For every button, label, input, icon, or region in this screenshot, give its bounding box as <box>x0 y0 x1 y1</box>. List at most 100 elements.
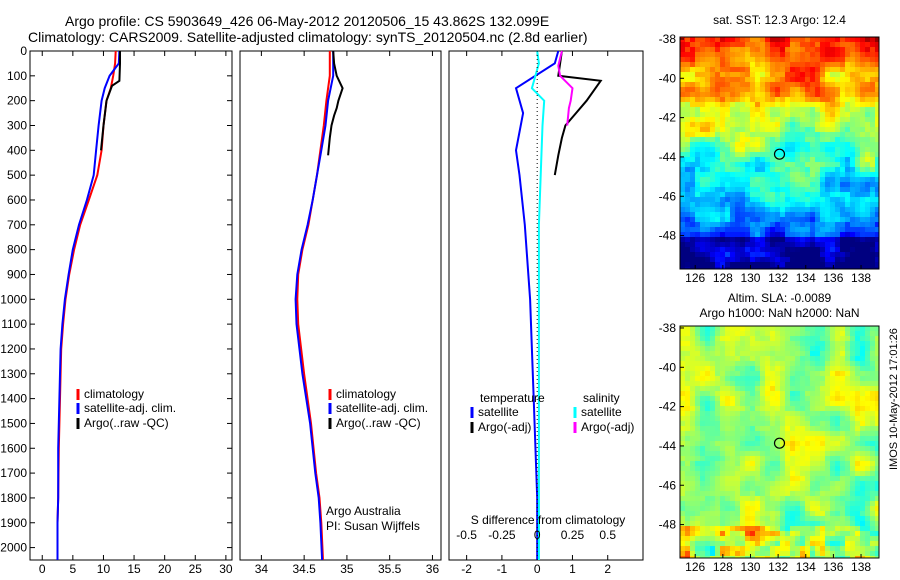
map-sla-cell <box>680 326 686 332</box>
map-sst-cell <box>815 37 821 43</box>
map-sla-xtick-label: 136 <box>823 560 843 574</box>
map-sla-cell <box>745 356 751 362</box>
map-sla-cell <box>685 346 691 352</box>
map-sla-cell <box>680 421 686 427</box>
map-sst-cell <box>795 167 801 173</box>
map-sst-cell <box>720 152 726 158</box>
map-sst-cell <box>720 57 726 63</box>
map-sst-cell <box>840 37 846 43</box>
map-sla-cell <box>860 421 866 427</box>
map-sla-cell <box>680 551 686 557</box>
map-sla-cell <box>695 511 701 517</box>
map-sst-cell <box>750 262 756 268</box>
map-sst-cell <box>700 42 706 48</box>
map-sla-cell <box>685 361 691 367</box>
map-sla-cell <box>685 356 691 362</box>
map-sla-cell <box>810 366 816 372</box>
map-sla-cell <box>755 381 761 387</box>
map-sla-cell <box>845 376 851 382</box>
map-sst-cell <box>810 192 816 198</box>
map-sla-cell <box>725 456 731 462</box>
map-sst-cell <box>840 42 846 48</box>
map-sst-cell <box>760 37 766 43</box>
difference-series-1-line <box>553 50 603 176</box>
map-sla-cell <box>770 381 776 387</box>
map-sla-cell <box>770 461 776 467</box>
map-sla-cell <box>815 416 821 422</box>
map-sst-cell <box>790 117 796 123</box>
map-sst-cell <box>770 92 776 98</box>
map-sst-cell <box>815 47 821 53</box>
map-sla-cell <box>745 506 751 512</box>
map-sst-cell <box>685 252 691 258</box>
map-sst-cell <box>850 47 856 53</box>
map-sla-cell <box>710 431 716 437</box>
map-sla-cell <box>755 446 761 452</box>
map-sst-cell <box>740 227 746 233</box>
map-sst-cell <box>860 122 866 128</box>
map-sst-cell <box>840 127 846 133</box>
map-sla-cell <box>715 441 721 447</box>
map-sla-cell <box>845 441 851 447</box>
map-sst-cell <box>785 257 791 263</box>
map-sst-cell <box>720 237 726 243</box>
map-sla-cell <box>775 366 781 372</box>
map-sla-cell <box>870 536 876 542</box>
map-sla-cell <box>780 506 786 512</box>
map-sst-cell <box>755 262 761 268</box>
map-sla-cell <box>775 511 781 517</box>
map-sla-cell <box>780 416 786 422</box>
map-sla-cell <box>815 471 821 477</box>
map-sla-cell <box>745 341 751 347</box>
map-sla-cell <box>790 516 796 522</box>
map-sla-cell <box>760 391 766 397</box>
map-sst-cell <box>715 92 721 98</box>
map-sla-cell <box>795 551 801 557</box>
map-sst-cell <box>735 102 741 108</box>
map-sla-cell <box>680 436 686 442</box>
map-sst-cell <box>795 102 801 108</box>
map-sst-cell <box>835 217 841 223</box>
map-sst-cell <box>780 67 786 73</box>
map-sst-cell <box>690 87 696 93</box>
map-sla-cell <box>720 516 726 522</box>
map-sla-cell <box>770 411 776 417</box>
map-sla-cell <box>715 426 721 432</box>
map-sla-cell <box>815 446 821 452</box>
map-sst-cell <box>740 267 746 269</box>
map-sst-cell <box>855 247 861 253</box>
map-sla-cell <box>760 536 766 542</box>
map-sla-cell <box>775 326 781 332</box>
map-sla-cell <box>815 381 821 387</box>
map-sla-cell <box>825 446 831 452</box>
map-sla-cell <box>845 466 851 472</box>
map-sst-cell <box>810 57 816 63</box>
map-sla-cell <box>805 381 811 387</box>
map-sst-cell <box>785 232 791 238</box>
map-sla-cell <box>690 471 696 477</box>
map-sla-cell <box>805 361 811 367</box>
map-sla-cell <box>750 346 756 352</box>
map-sla-cell <box>825 496 831 502</box>
map-sst-cell <box>780 137 786 143</box>
map-sla-cell <box>810 396 816 402</box>
map-sla-cell <box>785 526 791 532</box>
map-sst-cell <box>750 42 756 48</box>
map-sst-cell <box>820 172 826 178</box>
map-sst-cell <box>810 247 816 253</box>
map-sst-cell <box>780 132 786 138</box>
map-sst-cell <box>840 152 846 158</box>
map-sst-cell <box>795 237 801 243</box>
map-sla-cell <box>870 351 876 357</box>
map-sst-cell <box>740 147 746 153</box>
map-sla-cell <box>830 421 836 427</box>
map-sst-cell <box>825 157 831 163</box>
map-sst-cell <box>720 67 726 73</box>
map-sla-cell <box>755 391 761 397</box>
map-sla-cell <box>855 326 861 332</box>
map-sla-cell <box>690 376 696 382</box>
map-sla-cell <box>695 486 701 492</box>
map-sla-cell <box>695 346 701 352</box>
map-sst-xtick-label: 136 <box>823 271 843 285</box>
map-sst-cell <box>790 232 796 238</box>
